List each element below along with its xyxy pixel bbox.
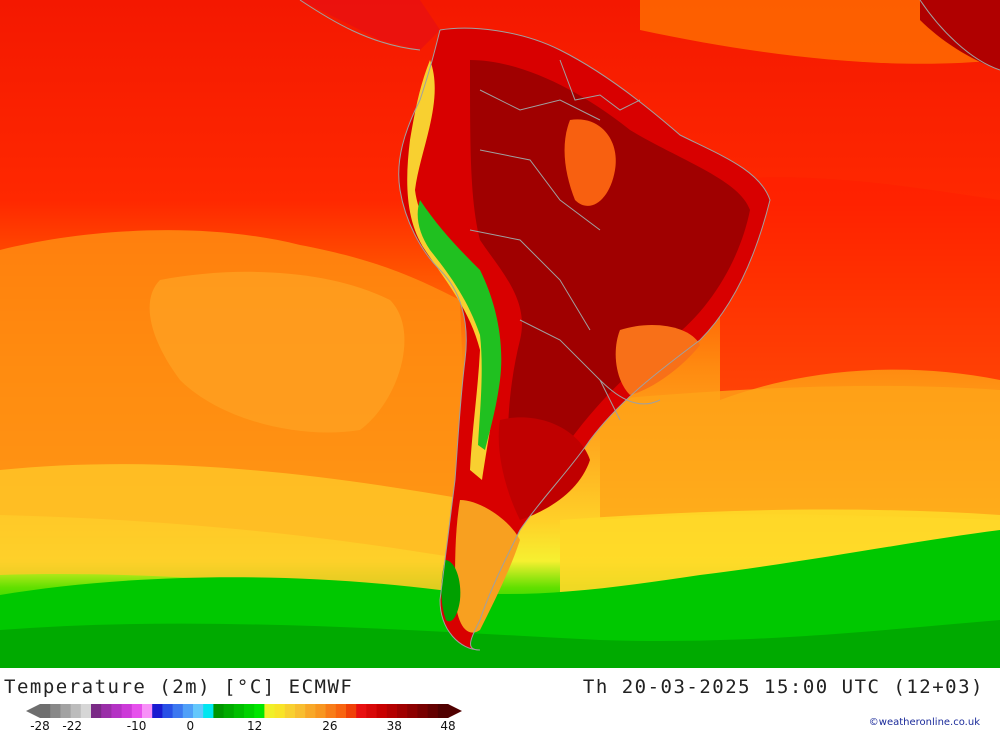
colorbar-tick-label: 48 [440,719,456,733]
colorbar-segment [356,704,367,718]
colorbar-segment [295,704,306,718]
colorbar-segment [193,704,204,718]
colorbar-segment [366,704,377,718]
central-america-land [300,0,440,50]
colorbar-segment [264,704,275,718]
colorbar-segment [101,704,112,718]
map-title: Temperature (2m) [°C] ECMWF [4,676,354,698]
colorbar-segment [142,704,153,718]
map-footer: Temperature (2m) [°C] ECMWF Th 20-03-202… [0,668,1000,733]
colorbar-segment [70,704,82,718]
temperature-colorbar [26,704,462,718]
southern-brazil-orange [615,325,700,395]
colorbar-segment [407,704,418,718]
colorbar-segment [284,704,296,718]
colorbar-tick-label: 12 [247,719,263,733]
atlantic-warm-region [720,177,1000,400]
colorbar-segment [386,704,398,718]
colorbar-segment [111,704,122,718]
colorbar-segment [203,704,214,718]
colorbar-segment [254,704,265,718]
pacific-mild-patch [149,271,405,433]
colorbar-tick-label: 38 [386,719,402,733]
colorbar-segment [397,704,408,718]
colorbar-segment [437,704,449,718]
colorbar-left-arrow [26,704,40,718]
colorbar-tick-labels: -28 -22 -10 0 12 26 38 48 [0,719,470,733]
colorbar-segment [50,704,61,718]
colorbar-segment [40,704,51,718]
guiana-orange-patch [564,119,616,206]
colorbar-segment [172,704,184,718]
caribbean-land [920,0,1000,70]
map-datetime: Th 20-03-2025 15:00 UTC (12+03) [582,676,984,698]
colorbar-segment [417,704,428,718]
colorbar-segment [131,704,143,718]
colorbar-segment [80,704,92,718]
colorbar-segment [376,704,388,718]
atlantic-north-orange [640,0,1000,64]
colorbar-tick-label: -22 [62,719,82,733]
temperature-map [0,0,1000,668]
colorbar-segment [60,704,71,718]
credit-link[interactable]: ©weatheronline.co.uk [868,717,980,728]
map-canvas [0,0,1000,668]
colorbar-segment [182,704,194,718]
colorbar-segment [244,704,255,718]
colorbar-segment [346,704,357,718]
colorbar-segment [223,704,235,718]
colorbar-tick-label: 26 [322,719,338,733]
andes-cold-peaks [417,200,502,450]
country-boundaries [299,0,1000,651]
colorbar-segment [315,704,326,718]
colorbar-segment [335,704,347,718]
atlantic-yellow-band [560,509,1000,600]
colorbar-tick-label: 0 [186,719,195,733]
colorbar-segment [325,704,337,718]
patagonian-andes-cold [441,560,461,622]
colorbar-segment [152,704,163,718]
colorbar-segment [213,704,224,718]
colorbar-segment [162,704,173,718]
colorbar-segment [274,704,286,718]
colorbar-segment [427,704,439,718]
colorbar-segment [233,704,245,718]
colorbar-segment [305,704,316,718]
colorbar-segment [121,704,133,718]
pacific-yellow-band [0,464,470,600]
colorbar-right-arrow [448,704,462,718]
colorbar-tick-label: -28 [30,719,50,733]
colorbar-tick-label: -10 [126,719,147,733]
patagonia-orange [455,500,520,633]
argentina-hot-region [498,417,590,520]
amazon-hot-core [470,60,750,474]
colorbar-segment [91,704,102,718]
southern-colder-band [0,620,1000,668]
atlantic-mild-band [600,385,1000,520]
